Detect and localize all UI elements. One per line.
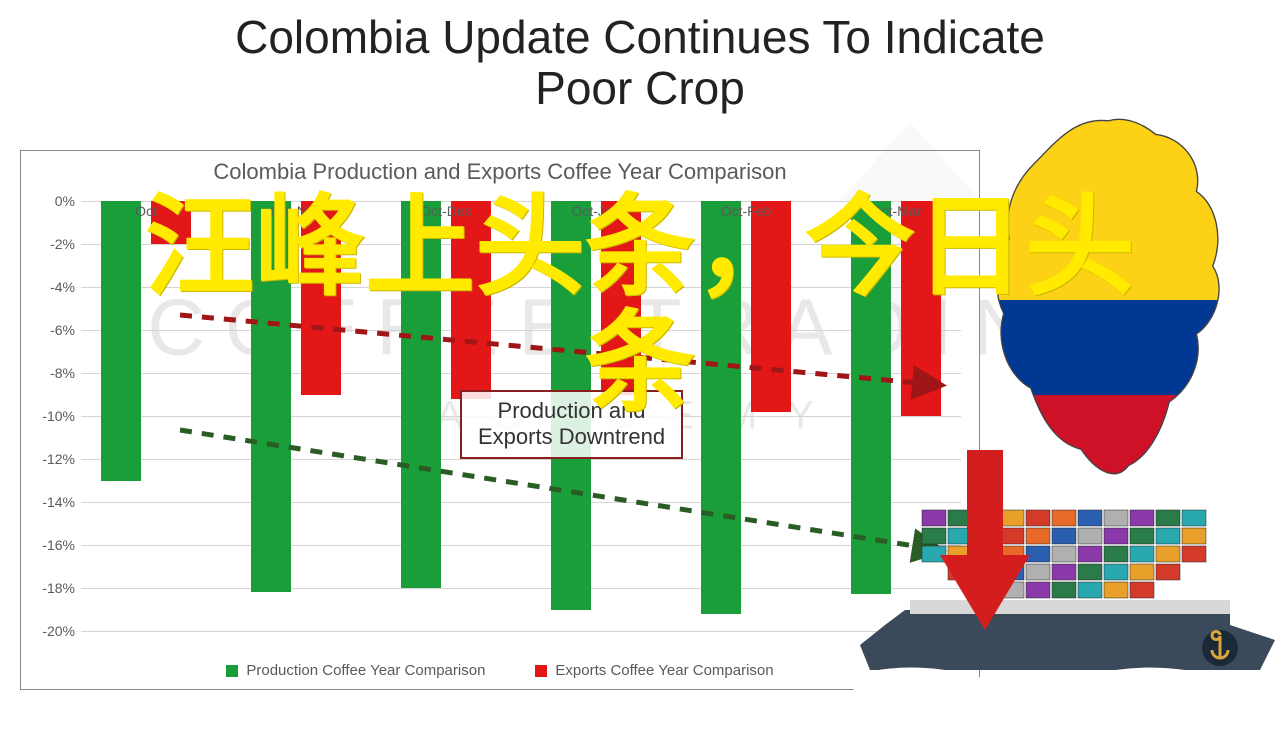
container: [1078, 510, 1102, 526]
container: [1156, 564, 1180, 580]
callout-box: Production and Exports Downtrend: [460, 390, 683, 459]
cargo-ship-icon: [850, 450, 1280, 730]
container: [1182, 528, 1206, 544]
container: [1104, 528, 1128, 544]
trend-arrow-exports: [180, 315, 940, 385]
container: [1182, 546, 1206, 562]
down-arrow-icon: [940, 450, 1030, 630]
container: [1156, 510, 1180, 526]
container: [1052, 528, 1076, 544]
container: [1052, 510, 1076, 526]
container: [1078, 528, 1102, 544]
container: [1078, 582, 1102, 598]
container: [1104, 582, 1128, 598]
container: [1130, 582, 1154, 598]
container: [1052, 582, 1076, 598]
container: [1130, 564, 1154, 580]
container: [1078, 546, 1102, 562]
container: [1182, 510, 1206, 526]
container: [1052, 546, 1076, 562]
container: [1130, 546, 1154, 562]
container: [1130, 528, 1154, 544]
container: [1104, 546, 1128, 562]
container: [1052, 564, 1076, 580]
container: [1078, 564, 1102, 580]
container: [1104, 510, 1128, 526]
container: [1156, 546, 1180, 562]
container: [1104, 564, 1128, 580]
callout-line1: Production and: [498, 398, 646, 423]
container: [1156, 528, 1180, 544]
container: [1130, 510, 1154, 526]
callout-line2: Exports Downtrend: [478, 424, 665, 449]
